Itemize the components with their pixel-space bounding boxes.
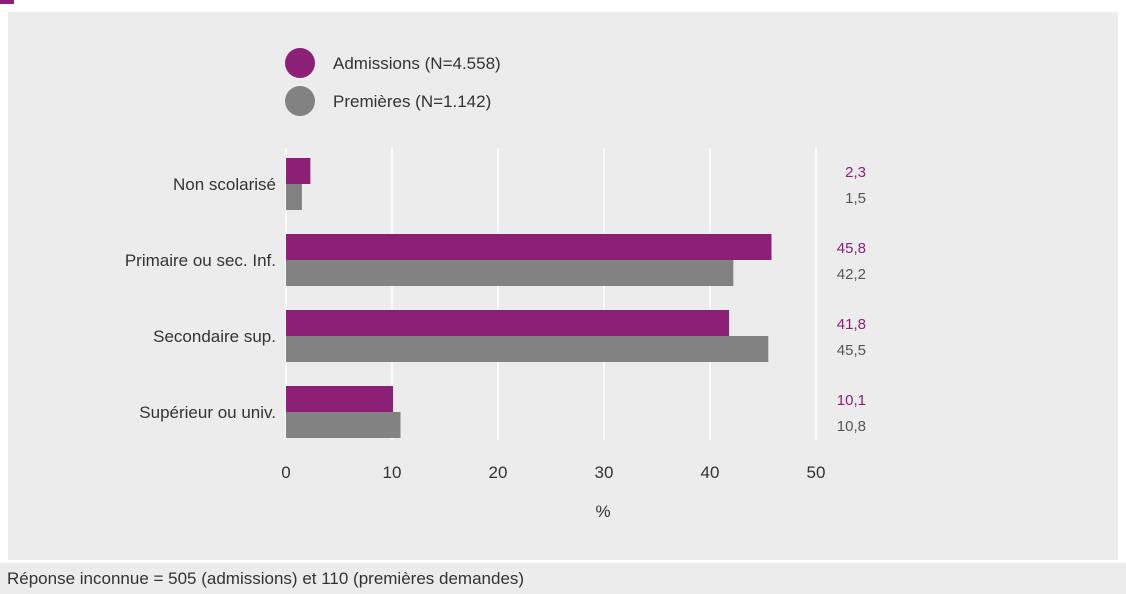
x-tick-label-5: 50	[807, 463, 826, 482]
legend-swatch-0	[285, 48, 315, 78]
value-label-s1-c1: 42,2	[837, 266, 866, 283]
value-label-s1-c0: 1,5	[845, 190, 866, 207]
value-label-s1-c2: 45,5	[837, 342, 866, 359]
top-strip	[0, 0, 1126, 12]
category-label-1: Primaire ou sec. Inf.	[125, 251, 276, 270]
bar-s0-c1	[286, 234, 772, 260]
category-label-3: Supérieur ou univ.	[139, 403, 276, 422]
bar-s1-c2	[286, 336, 769, 362]
value-label-s0-c3: 10,1	[837, 392, 866, 409]
x-tick-label-4: 40	[701, 463, 720, 482]
bar-chart: 0 10 20 30 40 50% Admissions (N=4.558) Première…	[125, 48, 866, 521]
value-label-s0-c0: 2,3	[845, 164, 866, 181]
legend-label-0: Admissions (N=4.558)	[333, 54, 501, 73]
category-label-0: Non scolarisé	[173, 175, 276, 194]
legend-swatch-1	[285, 86, 315, 116]
x-tick-label-2: 20	[489, 463, 508, 482]
bar-s0-c2	[286, 310, 730, 336]
bar-s0-c3	[286, 386, 394, 412]
bar-s1-c3	[286, 412, 401, 438]
value-label-s0-c2: 41,8	[837, 316, 866, 333]
bar-s0-c0	[286, 158, 311, 184]
accent-mark	[0, 0, 14, 4]
bar-s1-c0	[286, 184, 302, 210]
x-tick-label-0: 0	[281, 463, 290, 482]
footnote-text: Réponse inconnue = 505 (admissions) et 1…	[7, 569, 525, 588]
x-axis-label: %	[595, 502, 610, 521]
x-tick-label-1: 10	[383, 463, 402, 482]
footnote-bar: Réponse inconnue = 505 (admissions) et 1…	[0, 563, 1126, 594]
value-label-s0-c1: 45,8	[837, 240, 866, 257]
category-label-2: Secondaire sup.	[153, 327, 276, 346]
x-tick-label-3: 30	[595, 463, 614, 482]
legend-label-1: Premières (N=1.142)	[333, 92, 491, 111]
bar-s1-c1	[286, 260, 734, 286]
value-label-s1-c3: 10,8	[837, 418, 866, 435]
